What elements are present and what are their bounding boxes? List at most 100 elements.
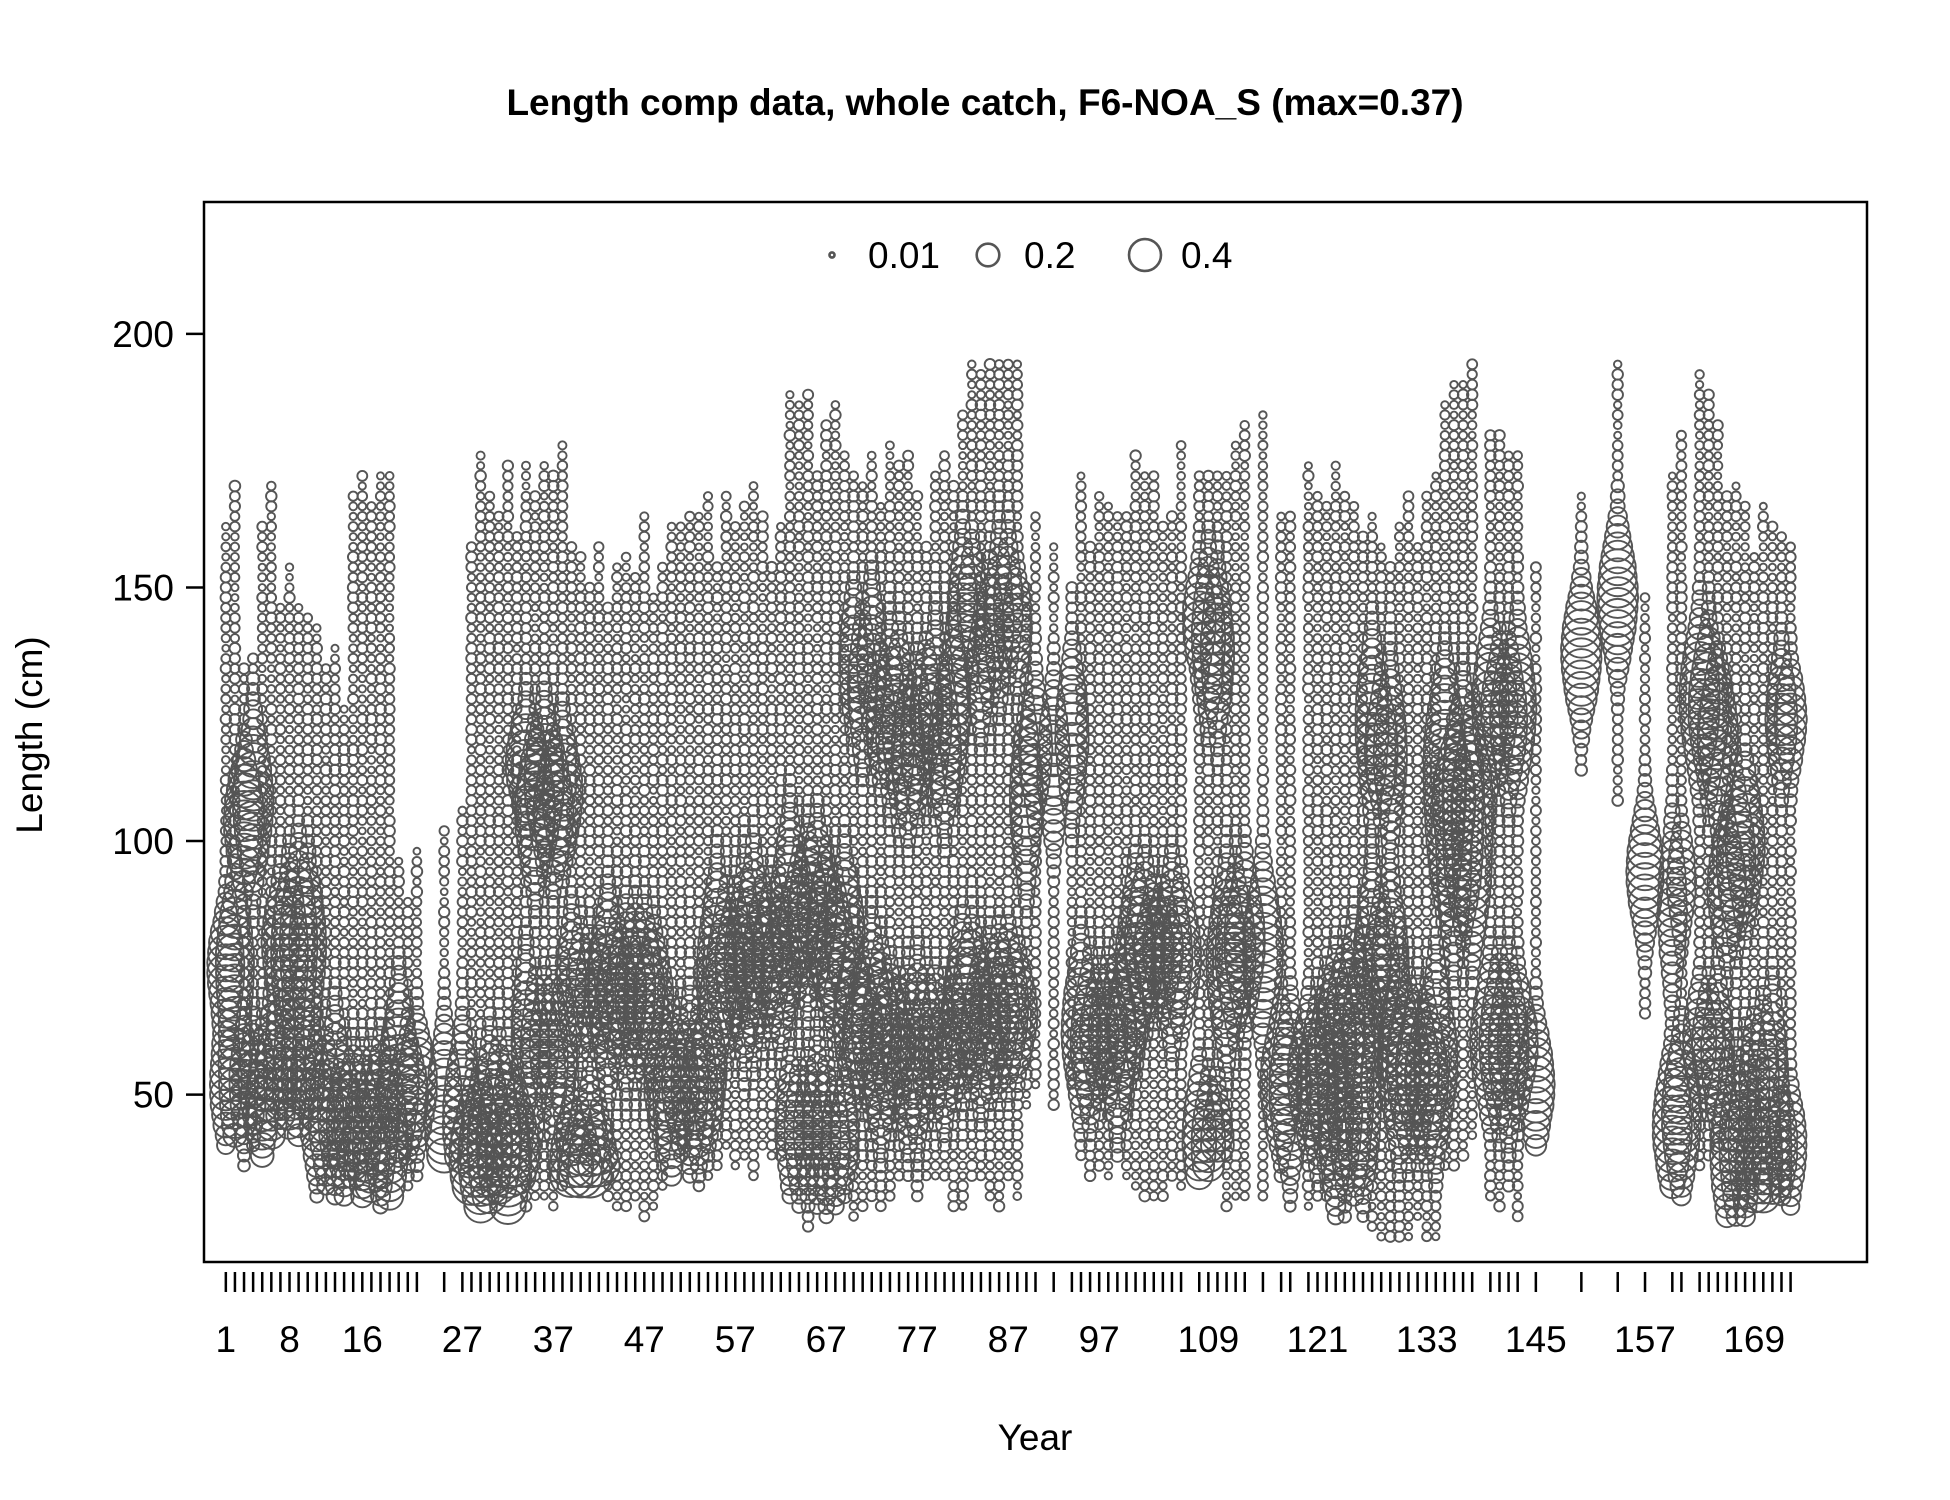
length-comp-bubble <box>517 933 535 952</box>
length-comp-bubble <box>221 521 231 532</box>
length-comp-bubble <box>503 562 513 572</box>
length-comp-bubble <box>538 500 550 512</box>
length-comp-bubble <box>246 681 261 696</box>
length-comp-bubble <box>275 764 286 776</box>
length-comp-bubble <box>384 845 395 857</box>
length-comp-bubble <box>648 1150 659 1161</box>
length-comp-bubble <box>529 1049 559 1079</box>
length-comp-bubble <box>530 511 540 521</box>
length-comp-bubble <box>577 1143 621 1188</box>
length-comp-bubble <box>241 870 265 893</box>
length-comp-bubble <box>288 933 328 972</box>
length-comp-bubble <box>580 1127 617 1164</box>
length-comp-bubble <box>551 850 574 873</box>
length-comp-bubble <box>765 652 778 665</box>
length-comp-bubble <box>520 490 532 502</box>
length-comp-bubble <box>257 552 268 563</box>
length-comp-bubble <box>439 897 450 907</box>
length-comp-bubble <box>366 835 377 847</box>
length-comp-bubble <box>694 603 704 613</box>
length-comp-bubble <box>775 683 787 695</box>
length-comp-bubble <box>484 765 495 775</box>
length-comp-bubble <box>339 927 349 937</box>
length-comp-bubble <box>366 846 376 856</box>
length-comp-bubble <box>821 684 831 694</box>
length-comp-bubble <box>438 966 451 980</box>
length-comp-bubble <box>767 674 777 684</box>
length-comp-bubble <box>510 591 523 604</box>
length-comp-bubble <box>311 734 323 745</box>
length-comp-bubble <box>493 865 505 878</box>
length-comp-bubble <box>336 1026 352 1042</box>
length-comp-bubble <box>338 947 350 959</box>
length-comp-bubble <box>830 735 840 745</box>
length-comp-bubble <box>329 734 341 746</box>
length-comp-bubble <box>493 612 504 624</box>
length-comp-bubble <box>539 582 549 593</box>
length-comp-bubble <box>411 936 423 949</box>
length-comp-bubble <box>348 683 359 694</box>
length-comp-bubble <box>348 988 358 998</box>
length-comp-bubble <box>293 602 304 613</box>
length-comp-bubble <box>902 511 914 522</box>
length-comp-bubble <box>775 602 786 613</box>
length-comp-bubble <box>302 795 313 806</box>
length-comp-bubble <box>356 632 368 644</box>
length-comp-bubble <box>627 893 644 911</box>
length-comp-bubble <box>830 582 841 593</box>
length-comp-bubble <box>357 785 367 795</box>
length-comp-bubble <box>593 642 605 654</box>
length-comp-bubble <box>567 796 576 805</box>
length-comp-bubble <box>866 450 877 461</box>
length-comp-bubble <box>365 541 377 553</box>
length-comp-bubble <box>293 734 305 746</box>
length-comp-bubble <box>685 816 695 826</box>
length-comp-bubble <box>574 551 587 563</box>
length-comp-bubble <box>948 1150 959 1161</box>
length-comp-bubble <box>738 784 750 796</box>
length-comp-bubble <box>802 409 814 421</box>
length-comp-bubble <box>375 866 386 877</box>
length-comp-bubble <box>811 663 823 675</box>
length-comp-bubble <box>630 623 641 633</box>
length-comp-bubble <box>666 602 678 614</box>
length-comp-bubble <box>511 653 523 664</box>
length-comp-bubble <box>857 1180 868 1192</box>
length-comp-bubble <box>621 714 631 725</box>
length-comp-bubble <box>838 480 851 492</box>
length-comp-bubble <box>666 734 677 745</box>
length-comp-bubble <box>229 541 241 553</box>
length-comp-bubble <box>729 622 741 634</box>
length-comp-bubble <box>375 663 386 674</box>
length-comp-bubble <box>563 893 580 911</box>
length-comp-bubble <box>757 836 768 846</box>
length-comp-bubble <box>884 470 896 482</box>
length-comp-bubble <box>348 673 359 684</box>
length-comp-bubble <box>865 499 879 513</box>
length-comp-bubble <box>630 683 641 694</box>
length-comp-bubble <box>617 1076 635 1093</box>
length-comp-bubble <box>257 866 268 877</box>
length-comp-bubble <box>484 876 496 888</box>
length-comp-bubble <box>493 744 505 756</box>
length-comp-bubble <box>484 562 495 573</box>
length-comp-bubble <box>365 520 378 533</box>
length-comp-bubble <box>365 987 378 1000</box>
length-comp-bubble <box>312 633 322 643</box>
length-comp-bubble <box>591 925 625 960</box>
length-comp-bubble <box>911 490 924 503</box>
length-comp-bubble <box>639 815 650 826</box>
length-comp-bubble <box>665 571 678 583</box>
length-comp-bubble <box>847 520 860 533</box>
length-comp-bubble <box>785 390 795 400</box>
length-comp-bubble <box>475 582 487 593</box>
length-comp-bubble <box>821 521 831 532</box>
length-comp-bubble <box>510 1028 542 1060</box>
length-comp-bubble <box>457 846 468 857</box>
length-comp-bubble <box>273 997 306 1030</box>
length-comp-bubble <box>793 409 805 421</box>
length-comp-bubble <box>803 623 813 633</box>
length-comp-bubble <box>802 399 814 411</box>
length-comp-bubble <box>300 833 316 849</box>
length-comp-bubble <box>930 1150 941 1161</box>
